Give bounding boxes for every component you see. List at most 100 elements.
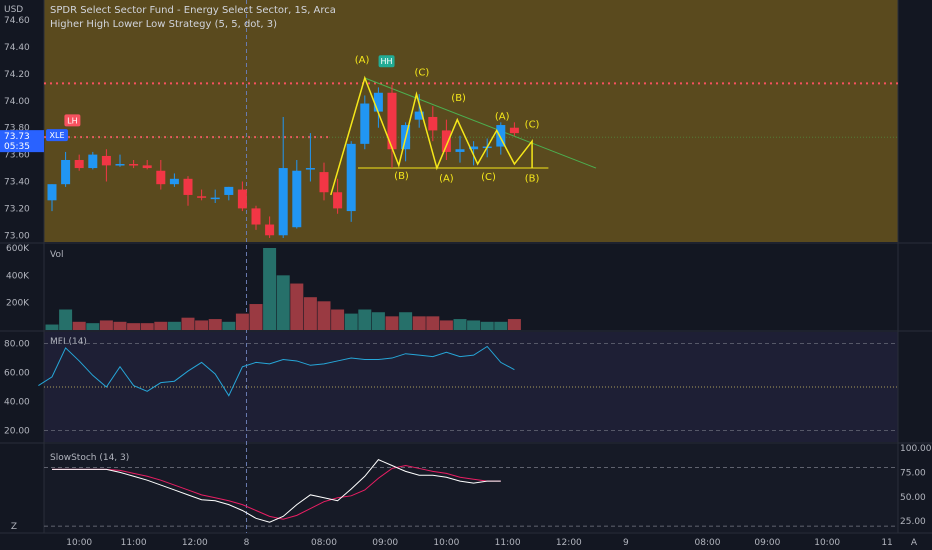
candle-body (142, 165, 152, 169)
candle-body (183, 178, 193, 195)
candle-body (197, 196, 207, 198)
price-badge (0, 130, 44, 153)
time-axis-label: 10:00 (66, 538, 92, 548)
wave-label: (B) (451, 93, 466, 104)
volume-bar (439, 320, 453, 330)
wave-label: (A) (439, 174, 454, 185)
candle-body (509, 127, 519, 134)
symbol-badge (46, 129, 68, 142)
volume-bar (45, 324, 59, 330)
volume-bar (154, 321, 168, 330)
time-axis-label: 10:00 (814, 538, 840, 548)
candle-body (156, 170, 166, 185)
time-axis-label: 12:00 (182, 538, 208, 548)
volume-bar (480, 321, 494, 330)
candle-body (265, 224, 275, 236)
volume-bar (358, 309, 372, 330)
volume-bar (181, 317, 195, 330)
volume-tick-label: 400K (6, 271, 30, 281)
volume-bar (426, 316, 440, 330)
volume-bar (235, 313, 249, 330)
pivot-marker-badge (378, 55, 395, 68)
price-tick-label: 74.40 (4, 43, 30, 53)
time-axis-label: 12:00 (556, 538, 582, 548)
volume-bar (263, 248, 277, 330)
time-axis-label: 08:00 (311, 538, 337, 548)
wave-label: (B) (525, 174, 540, 185)
volume-tick-label: 600K (6, 244, 30, 254)
candle-body (319, 172, 329, 193)
wave-label: (C) (481, 172, 496, 183)
volume-bar (222, 321, 236, 330)
candle-body (346, 143, 356, 212)
price-tick-label: 74.00 (4, 97, 30, 107)
wave-label: (B) (394, 171, 409, 182)
currency-label: USD (4, 5, 23, 15)
candle-body (455, 149, 465, 152)
volume-bar (86, 323, 100, 330)
wave-label: (C) (525, 120, 540, 131)
time-axis-label: 8 (244, 538, 250, 548)
candles-group (47, 84, 519, 238)
wave-label: (A) (355, 55, 370, 66)
mfi-pane-title: MFI (14) (50, 337, 87, 347)
pivot-marker-badge (64, 114, 81, 127)
zigzag-wave-line (330, 75, 533, 196)
stoch-tick-label: 100.00 (900, 444, 932, 454)
symbol-badge-label: XLE (50, 131, 65, 140)
stoch-tick-label: 50.00 (900, 493, 926, 503)
candle-body (47, 184, 57, 201)
time-axis-label: 10:00 (433, 538, 459, 548)
wave-label: (C) (415, 67, 430, 78)
candle-body (115, 164, 125, 166)
price-badge-countdown: 05:35 (4, 142, 30, 152)
volume-bar (399, 312, 413, 330)
mfi-tick-label: 20.00 (4, 426, 30, 436)
mfi-tick-label: 60.00 (4, 369, 30, 379)
volume-tick-label: 200K (6, 299, 30, 309)
candle-body (333, 192, 343, 209)
price-tick-label: 74.60 (4, 16, 30, 26)
time-axis-label: 11:00 (495, 538, 521, 548)
stoch-tick-label: 75.00 (900, 468, 926, 478)
time-axis-label: 09:00 (372, 538, 398, 548)
volume-bar (317, 301, 331, 330)
volume-bar (453, 319, 467, 330)
price-tick-label: 73.40 (4, 178, 30, 188)
time-axis-label: 11 (881, 538, 892, 548)
time-axis-label: 08:00 (695, 538, 721, 548)
candle-body (61, 159, 71, 185)
price-tick-label: 73.20 (4, 204, 30, 214)
volume-bar (290, 283, 304, 330)
candle-body (101, 155, 111, 166)
indicator-title: Higher High Lower Low Strategy (5, 5, do… (50, 19, 277, 30)
trendline (364, 77, 597, 169)
candle-body (305, 168, 315, 170)
corner-label-bottom-right: A (911, 538, 918, 548)
pivot-marker-label: LH (67, 116, 77, 125)
corner-label-bottom-left: Z (11, 522, 17, 532)
volume-bar (99, 320, 113, 330)
chart-title: SPDR Select Sector Fund - Energy Select … (50, 5, 336, 16)
price-tick-label: 73.80 (4, 124, 30, 134)
volume-bar (140, 323, 154, 330)
candle-body (169, 178, 179, 185)
volume-bar (467, 320, 481, 330)
volume-bar (303, 297, 317, 330)
volume-bar (59, 309, 73, 330)
volume-bar (371, 312, 385, 330)
volume-bar (494, 321, 508, 330)
price-pane-background (44, 0, 898, 242)
candle-body (292, 170, 302, 228)
candle-body (441, 130, 451, 152)
volume-bar (195, 320, 209, 330)
volume-bar (344, 313, 358, 330)
volume-bar (507, 319, 521, 330)
volume-bar (167, 321, 181, 330)
candle-body (414, 111, 424, 120)
candle-body (74, 159, 84, 169)
volume-bar (72, 321, 86, 330)
candle-body (278, 168, 288, 236)
time-axis-label: 11:00 (121, 538, 147, 548)
